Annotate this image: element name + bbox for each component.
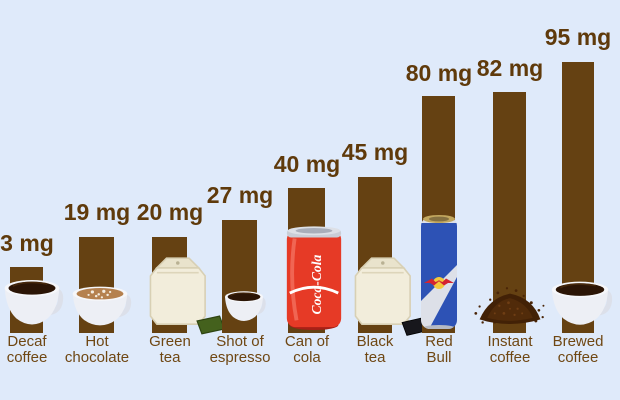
chart-column-brewed-coffee: 95 mg Brewed coffee [544,0,613,400]
category-label: Shot of espresso [180,334,300,366]
category-label-line: coffee [6,349,48,366]
chart-column-red-bull: 80 mg Red Bull [405,0,473,400]
value-label: 80 mg [405,60,473,86]
cola-can-icon: Coca-Cola [286,226,342,331]
category-label-line: Brewed [552,333,604,350]
category-label: Brewed coffee [518,334,620,366]
category-label: Decaf coffee [0,334,87,366]
category-label: Instant coffee [450,334,570,366]
category-label-line: coffee [489,349,531,366]
category-label: Green tea [110,334,230,366]
category-label-line: Red [425,333,453,350]
instant-coffee-pile-icon [474,287,545,324]
category-label-line: Decaf [7,333,47,350]
category-label-line: tea [364,349,386,366]
category-label: Can of cola [247,334,367,366]
value-label: 45 mg [341,139,409,165]
category-label-line: Shot of [216,333,264,350]
category-label-line: chocolate [64,349,130,366]
category-label: Red Bull [379,334,499,366]
category-label-line: Instant [487,333,533,350]
value-label: 95 mg [544,24,612,50]
hot-chocolate-cup-icon [72,286,132,326]
chart-column-decaf-coffee: 3 mg Decaf coffee [0,0,64,400]
category-label: Black tea [315,334,435,366]
red-bull-can-icon [421,215,457,329]
chart-column-instant-coffee: 82 mg Instant coffee [474,0,545,400]
category-label-line: cola [293,349,321,366]
svg-text:Coca-Cola: Coca-Cola [309,254,324,314]
value-label: 20 mg [136,199,204,225]
category-label-line: Black [356,333,394,350]
chart-column-espresso: 27 mg Shot of espresso [206,0,274,400]
value-label: 40 mg [273,151,341,177]
category-label-line: Hot [85,333,109,350]
value-label: 27 mg [206,182,274,208]
value-label: 3 mg [0,230,54,256]
chart-column-hot-chocolate: 19 mg Hot chocolate [63,0,132,400]
espresso-cup-icon [224,291,266,321]
value-label: 19 mg [63,199,131,225]
category-label-line: Can of [284,333,330,350]
category-label: Hot chocolate [37,334,157,366]
decaf-coffee-cup-icon [4,279,64,325]
chart-column-green-tea: 20 mg Green tea [136,0,226,400]
value-label: 82 mg [476,55,544,81]
category-label-line: coffee [557,349,599,366]
green-tea-bag-icon [149,257,226,335]
brewed-coffee-cup-icon [551,281,613,325]
category-label-line: Green [149,333,191,350]
category-label-line: tea [159,349,181,366]
category-label-line: Bull [426,349,452,366]
chart-column-cola: 40 mg Coca-Cola Can of cola [273,0,342,400]
category-label-line: espresso [209,349,271,366]
